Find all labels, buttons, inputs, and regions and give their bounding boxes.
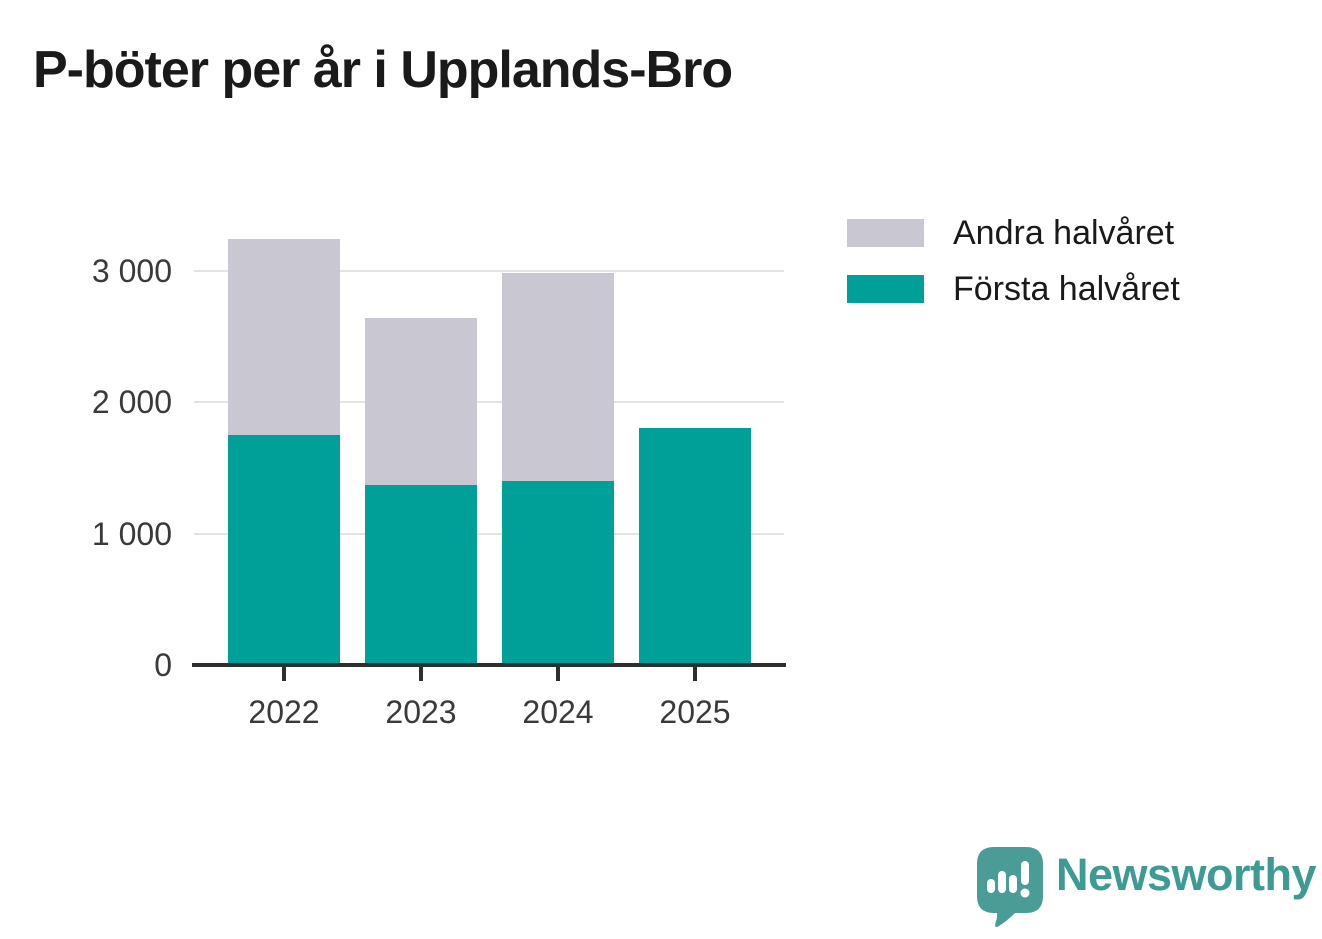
- logo-bar-3: [1009, 875, 1017, 893]
- bar-segment-f-rsta-halv-ret-2024: [502, 480, 614, 665]
- legend-item-andra-halvaret: Andra halvåret: [847, 214, 1180, 252]
- bar-segment-andra-halv-ret-2024: [502, 273, 614, 481]
- x-axis-tick-2024: [556, 667, 560, 681]
- x-axis-label-2022: 2022: [248, 694, 320, 730]
- legend-swatch-andra-halvaret: [847, 219, 924, 247]
- gridline-1000: [194, 532, 784, 535]
- y-axis-tick-label: 0: [154, 647, 172, 683]
- legend-swatch-forsta-halvaret: [847, 275, 924, 303]
- x-axis-label-2023: 2023: [385, 694, 457, 730]
- bar-segment-andra-halv-ret-2022: [228, 238, 340, 435]
- y-axis-tick-label: 2 000: [91, 384, 172, 420]
- legend-label: Första halvåret: [953, 270, 1180, 308]
- logo-exclamation-dot: [1020, 888, 1030, 898]
- chart-title: P-böter per år i Upplands-Bro: [33, 41, 733, 99]
- x-axis-tick-2025: [693, 667, 697, 681]
- bar-segment-andra-halv-ret-2023: [365, 317, 477, 485]
- bar-segment-f-rsta-halv-ret-2022: [228, 434, 340, 665]
- newsworthy-wordmark: Newsworthy: [1056, 849, 1317, 900]
- newsworthy-brand: Newsworthy: [977, 847, 1317, 927]
- y-axis-tick-label: 1 000: [91, 515, 172, 552]
- logo-exclamation-stem: [1021, 861, 1029, 885]
- x-axis-tick-2022: [282, 667, 286, 681]
- bar-segment-f-rsta-halv-ret-2023: [365, 484, 477, 665]
- y-axis-tick-label: 3 000: [91, 252, 172, 289]
- bar-segment-f-rsta-halv-ret-2025: [639, 428, 751, 665]
- x-axis-tick-2023: [419, 667, 423, 681]
- newsworthy-logo-icon: [977, 847, 1043, 927]
- x-axis-label-2025: 2025: [659, 694, 731, 730]
- gridline-3000: [194, 269, 784, 272]
- x-axis-label-2024: 2024: [522, 694, 594, 730]
- legend: Andra halvåret Första halvåret: [847, 214, 1180, 331]
- x-axis-line: [192, 663, 786, 667]
- legend-label: Andra halvåret: [953, 214, 1175, 252]
- legend-item-forsta-halvaret: Första halvåret: [847, 270, 1180, 308]
- logo-bar-1: [987, 879, 995, 893]
- gridline-2000: [194, 401, 784, 403]
- logo-bar-2: [998, 871, 1006, 893]
